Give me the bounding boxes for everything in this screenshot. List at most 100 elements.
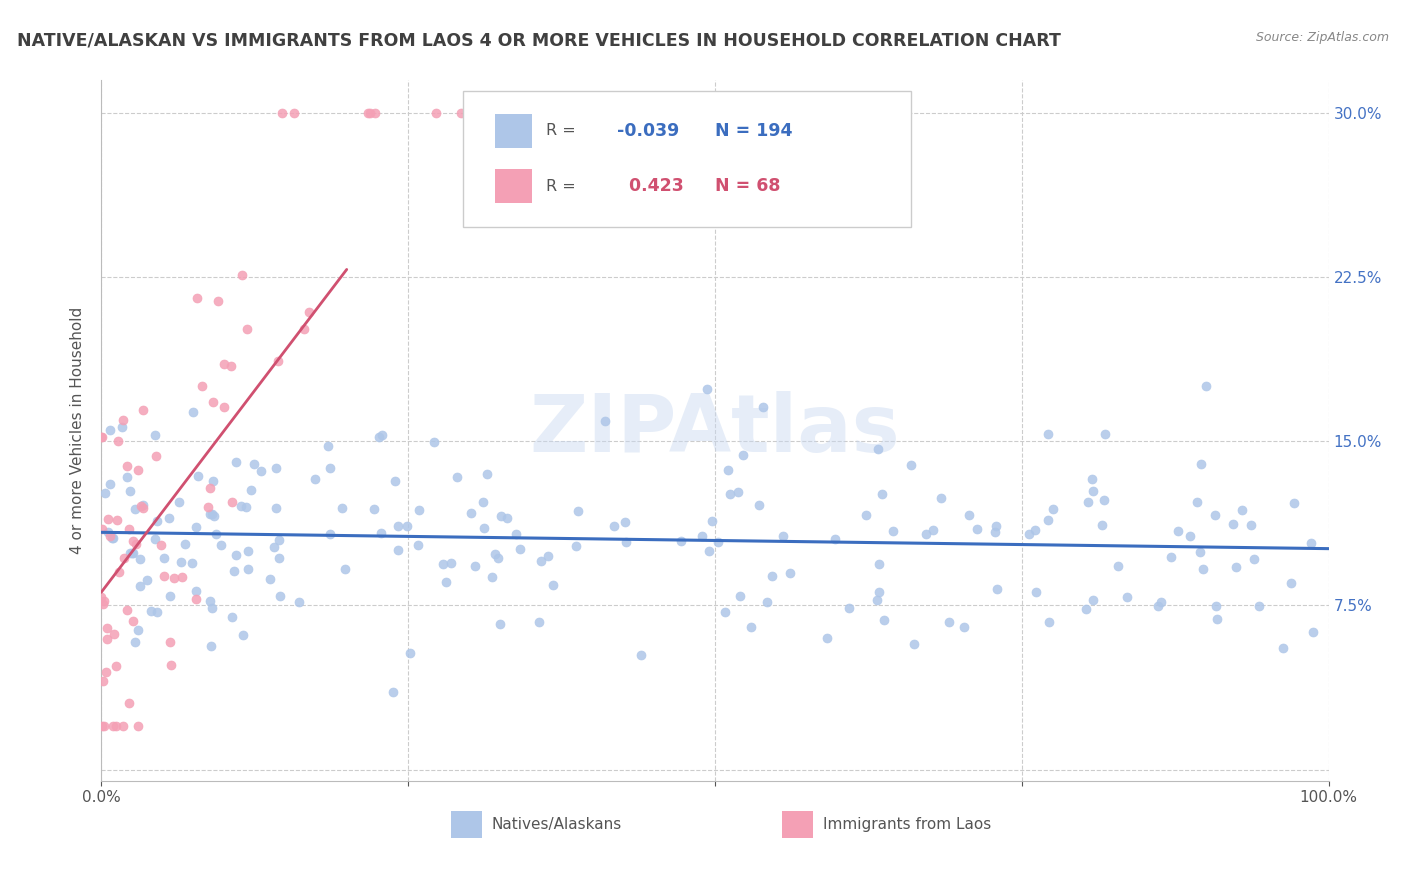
Point [115, 458, 138, 473]
Point [98, 477, 121, 491]
Point [121, 546, 143, 560]
Point [225, 548, 247, 562]
Text: R =: R = [546, 123, 575, 138]
Point [1107, 558, 1129, 573]
Point [118, 546, 141, 560]
Point [408, 503, 430, 517]
Point [1077, 494, 1099, 508]
Point [170, 555, 193, 569]
Point [1167, 524, 1189, 539]
Point [450, 106, 472, 120]
Point [221, 359, 243, 373]
Point [779, 566, 801, 580]
Point [1279, 575, 1302, 590]
Point [271, 106, 294, 120]
Point [98, 423, 121, 437]
Point [824, 532, 846, 546]
Point [815, 631, 838, 645]
Point [460, 506, 482, 520]
Point [150, 538, 173, 552]
Point [200, 507, 222, 521]
Text: NATIVE/ALASKAN VS IMMIGRANTS FROM LAOS 4 OR MORE VEHICLES IN HOUSEHOLD CORRELATI: NATIVE/ALASKAN VS IMMIGRANTS FROM LAOS 4… [17, 31, 1060, 49]
Point [368, 429, 391, 443]
Point [614, 515, 637, 529]
Text: Source: ZipAtlas.com: Source: ZipAtlas.com [1256, 31, 1389, 45]
Point [90, 522, 112, 536]
Text: Natives/Alaskans: Natives/Alaskans [492, 817, 621, 832]
Point [212, 357, 235, 371]
Point [957, 508, 980, 522]
Point [1115, 590, 1137, 604]
Point [593, 414, 616, 428]
Point [288, 595, 311, 609]
Point [1243, 551, 1265, 566]
Point [202, 474, 225, 488]
Point [1074, 602, 1097, 616]
FancyBboxPatch shape [495, 114, 531, 148]
Point [527, 615, 550, 629]
Point [115, 603, 138, 617]
Point [184, 592, 207, 607]
Point [432, 558, 454, 572]
Point [145, 449, 167, 463]
Point [201, 508, 224, 522]
Point [406, 538, 429, 552]
Point [1149, 595, 1171, 609]
Point [1094, 427, 1116, 442]
Point [364, 106, 387, 120]
FancyBboxPatch shape [495, 169, 531, 202]
Point [267, 533, 290, 547]
Point [100, 529, 122, 543]
Text: 0.423: 0.423 [617, 177, 683, 195]
Point [94, 665, 117, 680]
Point [107, 434, 129, 448]
Point [903, 637, 925, 651]
Point [370, 526, 392, 541]
Point [707, 535, 730, 549]
Point [174, 536, 197, 550]
Point [1091, 517, 1114, 532]
Point [105, 659, 128, 673]
Point [128, 552, 150, 566]
Point [135, 573, 157, 587]
Point [697, 544, 720, 558]
Point [115, 470, 138, 484]
Point [1036, 427, 1059, 442]
Point [536, 549, 558, 564]
Point [118, 696, 141, 710]
Point [90, 590, 112, 604]
Point [363, 501, 385, 516]
Point [669, 533, 692, 548]
FancyBboxPatch shape [464, 91, 911, 227]
Point [1189, 457, 1212, 471]
Point [953, 620, 976, 634]
Point [496, 511, 519, 525]
Point [505, 527, 527, 541]
Point [143, 532, 166, 546]
Point [1191, 562, 1213, 576]
Point [93, 593, 115, 607]
Point [489, 616, 512, 631]
Point [201, 600, 224, 615]
FancyBboxPatch shape [783, 812, 813, 838]
Point [112, 719, 135, 733]
Point [91, 673, 114, 688]
Point [214, 401, 236, 415]
Point [1018, 527, 1040, 541]
Point [900, 458, 922, 472]
Point [866, 593, 889, 607]
Point [761, 569, 783, 583]
Point [159, 635, 181, 649]
Point [283, 106, 305, 120]
Point [356, 106, 378, 120]
Point [446, 470, 468, 484]
Point [229, 499, 252, 513]
Point [232, 628, 254, 642]
Y-axis label: 4 or more Vehicles in Household: 4 or more Vehicles in Household [70, 307, 86, 554]
Point [1036, 513, 1059, 527]
Point [184, 583, 207, 598]
Point [202, 508, 225, 523]
Point [1282, 496, 1305, 510]
Point [298, 305, 321, 319]
Point [929, 491, 952, 505]
